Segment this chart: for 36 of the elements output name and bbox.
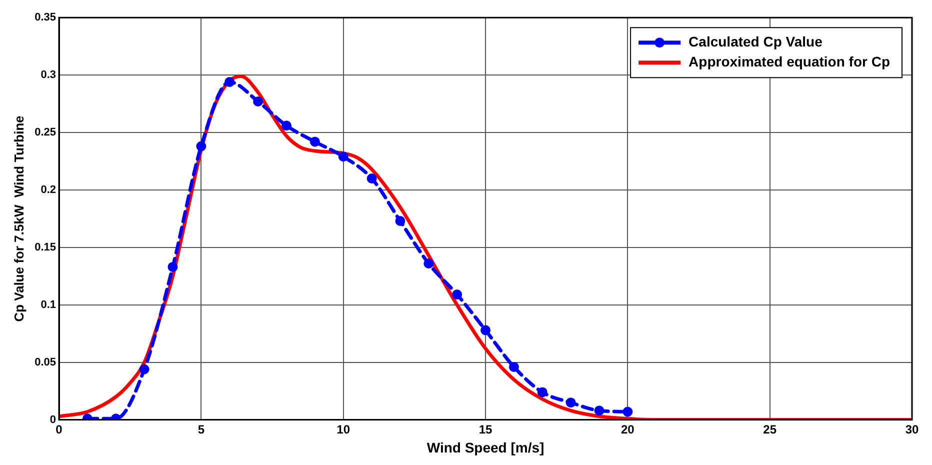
point xyxy=(480,325,491,336)
y-tick-label: 0.35 xyxy=(34,12,56,24)
y-tick-label: 0.3 xyxy=(40,69,56,82)
point xyxy=(395,216,406,226)
y-tick-label: 0.1 xyxy=(40,298,56,311)
x-tick-label: 20 xyxy=(620,422,635,436)
point xyxy=(196,141,206,152)
point xyxy=(366,173,377,184)
y-tick-label: 0.2 xyxy=(40,184,56,196)
point xyxy=(452,290,462,300)
x-tick-label: 30 xyxy=(905,422,919,436)
point xyxy=(310,136,320,147)
point xyxy=(537,387,548,398)
x-tick-label: 15 xyxy=(478,422,492,436)
y-tick-label: 0.15 xyxy=(34,241,56,254)
legend-label: Calculated Cp Value xyxy=(688,33,823,50)
point xyxy=(424,258,434,269)
point xyxy=(224,76,235,87)
y-axis-title: Cp Value for 7.5kW Wind Turbine xyxy=(11,116,26,322)
x-tick-label: 10 xyxy=(336,422,350,436)
point xyxy=(622,406,633,417)
point xyxy=(338,152,348,162)
point xyxy=(168,262,178,272)
point xyxy=(281,120,292,131)
point xyxy=(253,96,264,106)
x-axis-title: Wind Speed [m/s] xyxy=(426,439,544,456)
y-tick-label: 0.25 xyxy=(34,126,56,139)
x-tick-label: 25 xyxy=(763,422,777,436)
y-tick-label: 0.05 xyxy=(34,356,56,368)
point xyxy=(139,364,150,374)
point xyxy=(508,362,519,372)
legend-label: Approximated equation for Cp xyxy=(688,53,890,70)
x-tick-label: 5 xyxy=(198,422,205,436)
point xyxy=(594,406,604,416)
point xyxy=(566,398,576,408)
y-tick-label: 0 xyxy=(50,414,56,426)
